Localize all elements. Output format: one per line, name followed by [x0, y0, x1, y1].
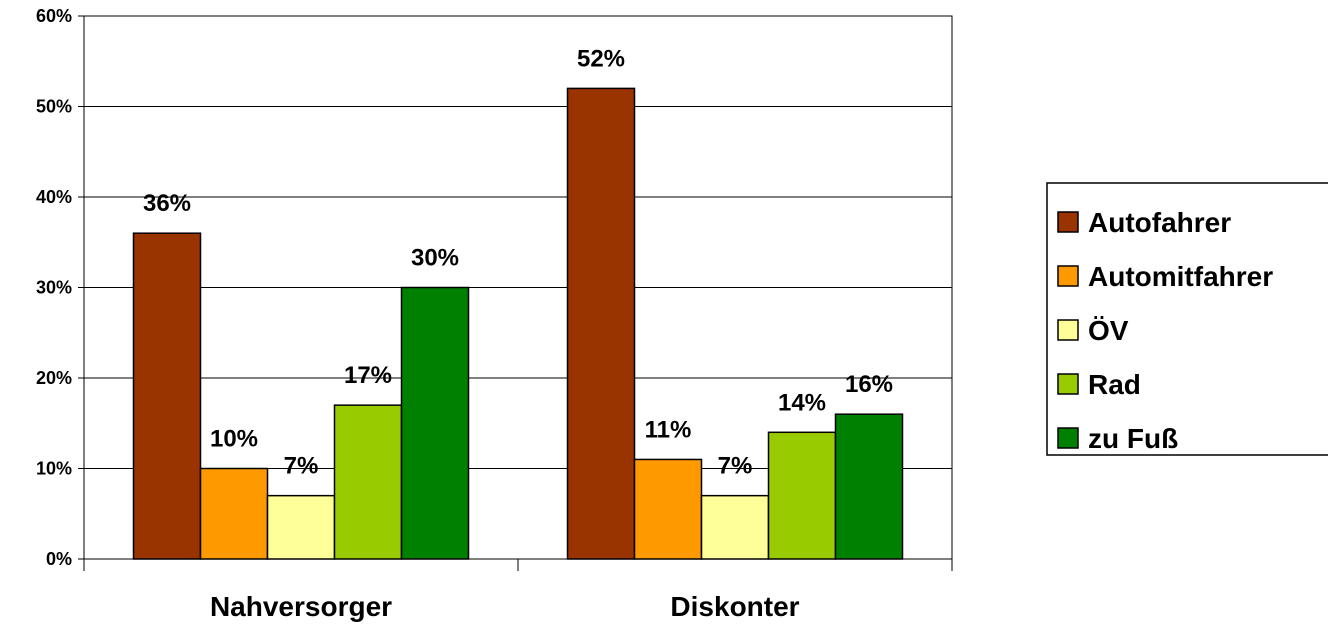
legend-swatch — [1057, 211, 1079, 233]
data-label: 7% — [284, 453, 319, 480]
bar-zu-fu- — [400, 286, 470, 560]
bar-autofahrer — [132, 232, 202, 560]
legend-label: Rad — [1088, 369, 1141, 400]
bar-automitfahrer — [199, 467, 269, 560]
legend: Autofahrer Automitfahrer ÖV Rad zu Fuß — [1046, 182, 1328, 456]
bar-rad — [333, 404, 403, 560]
legend-swatch — [1057, 265, 1079, 287]
category-label: Diskonter — [670, 591, 799, 622]
data-labels: 36% 10% 7% 17% 30% 52% 11% 7% 14% 16% — [143, 45, 893, 479]
bar-autofahrer — [566, 87, 636, 560]
data-label: 7% — [718, 453, 753, 480]
data-label: 14% — [778, 389, 826, 416]
legend-label: ÖV — [1088, 315, 1129, 346]
category-label: Nahversorger — [210, 591, 392, 622]
legend-label: Automitfahrer — [1088, 261, 1273, 292]
data-label: 52% — [577, 45, 625, 72]
legend-label: Autofahrer — [1088, 207, 1231, 238]
legend-label: zu Fuß — [1088, 423, 1178, 454]
y-tick-label: 0% — [46, 549, 72, 569]
axes: 0% 10% 20% 30% 40% 50% 60% Nahversorger Diskonte… — [36, 6, 953, 622]
y-tick-label: 10% — [36, 459, 72, 479]
legend-swatch — [1057, 427, 1079, 449]
data-label: 16% — [845, 371, 893, 398]
y-tick-label: 30% — [36, 278, 72, 298]
data-label: 11% — [645, 416, 692, 443]
y-tick-label: 20% — [36, 368, 72, 388]
legend-swatch — [1057, 319, 1079, 341]
legend-swatch — [1057, 373, 1079, 395]
bar-zu-fu- — [834, 413, 904, 560]
y-tick-label: 40% — [36, 187, 72, 207]
bar--v — [700, 494, 770, 560]
data-label: 17% — [344, 362, 392, 389]
y-tick-label: 60% — [36, 6, 72, 26]
data-label: 30% — [411, 245, 459, 272]
y-tick-label: 50% — [36, 97, 72, 117]
data-label: 36% — [143, 190, 191, 217]
bar-rad — [767, 431, 837, 560]
bar--v — [266, 494, 336, 560]
legend-box — [1046, 182, 1328, 456]
bars — [132, 87, 904, 560]
data-label: 10% — [210, 426, 258, 453]
bar-automitfahrer — [633, 458, 703, 560]
